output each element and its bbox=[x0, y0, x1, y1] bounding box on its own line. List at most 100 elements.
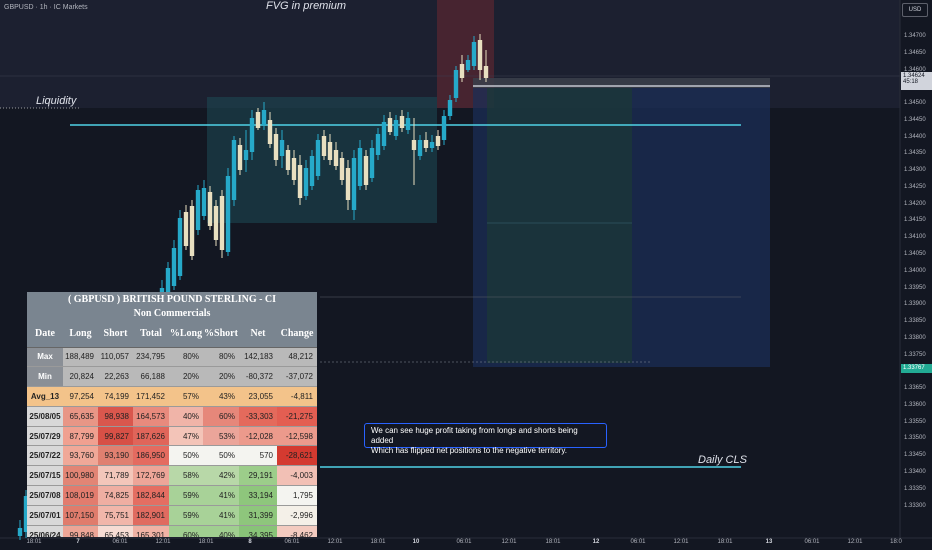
cot-date-cell: Min bbox=[27, 366, 63, 388]
cot-value-cell: 182,844 bbox=[133, 485, 169, 506]
candle-body bbox=[477, 40, 483, 70]
candle-body bbox=[447, 100, 453, 116]
cot-value-cell: 93,760 bbox=[63, 445, 98, 467]
price-axis-label: 1.34600 bbox=[904, 66, 926, 73]
cot-value-cell: 50% bbox=[203, 445, 239, 467]
symbol-title[interactable]: GBPUSD · 1h · IC Markets bbox=[4, 4, 88, 11]
cot-value-cell: 60% bbox=[203, 406, 239, 427]
candle-body bbox=[453, 70, 459, 98]
time-axis-label: 18:01 bbox=[717, 539, 733, 545]
candle-body bbox=[219, 196, 225, 250]
candle-body bbox=[423, 140, 429, 148]
price-axis-label: 1.34450 bbox=[904, 116, 926, 123]
annotation-line-2: Which has flipped net positions to the n… bbox=[371, 446, 567, 455]
cot-row: Min 20,824 22,263 66,188 20% 20% -80,372 -37,07… bbox=[27, 366, 317, 388]
cot-value-cell: 48,212 bbox=[277, 347, 317, 368]
target-zone-green bbox=[487, 88, 632, 363]
candle-body bbox=[279, 140, 285, 156]
candle-body bbox=[471, 42, 477, 66]
cot-value-cell: -4,003 bbox=[277, 465, 317, 487]
cot-value-cell: 71,789 bbox=[98, 465, 133, 487]
candle-body bbox=[213, 206, 219, 240]
time-axis-label: 8 bbox=[248, 539, 252, 545]
candle-body bbox=[345, 168, 351, 200]
candle-body bbox=[393, 120, 399, 136]
candle-body bbox=[183, 212, 189, 246]
candle-body bbox=[363, 156, 369, 185]
time-axis-label: 12:01 bbox=[847, 539, 863, 545]
cot-row: Avg_13 97,254 74,199 171,452 57% 43% 23,055 -4,… bbox=[27, 386, 317, 407]
price-axis-label: 1.34500 bbox=[904, 100, 926, 107]
candle-body bbox=[327, 142, 333, 160]
cot-value-cell: 1,795 bbox=[277, 485, 317, 506]
cot-value-cell: 570 bbox=[239, 445, 277, 467]
daily-cls-label: Daily CLS bbox=[698, 454, 747, 466]
candle-body bbox=[381, 122, 387, 146]
cot-date-cell: 25/07/29 bbox=[27, 426, 63, 447]
cot-value-cell: 99,827 bbox=[98, 426, 133, 447]
cot-value-cell: 20% bbox=[203, 366, 239, 388]
time-axis-label: 18:0 bbox=[890, 539, 902, 545]
cot-date-cell: Avg_13 bbox=[27, 386, 63, 407]
candle-body bbox=[237, 145, 243, 170]
cot-value-cell: 57% bbox=[169, 386, 203, 407]
cot-date-cell: 25/07/15 bbox=[27, 465, 63, 487]
price-axis-label: 1.33750 bbox=[904, 351, 926, 358]
cot-value-cell: 172,769 bbox=[133, 465, 169, 487]
cot-header-cell: Long bbox=[63, 321, 98, 348]
price-axis-label: 1.33450 bbox=[904, 452, 926, 459]
candle-body bbox=[417, 140, 423, 156]
cot-table: Date Long Short Total %Long %Short Net Change Ma… bbox=[27, 321, 317, 537]
candle-body bbox=[405, 118, 411, 130]
cot-date-cell: 25/06/24 bbox=[27, 525, 63, 537]
candle-body bbox=[243, 150, 249, 160]
cot-value-cell: 20% bbox=[169, 366, 203, 388]
cot-header-cell: Short bbox=[98, 321, 133, 348]
cot-value-cell: 59% bbox=[169, 505, 203, 526]
cot-value-cell: 74,825 bbox=[98, 485, 133, 506]
candle-body bbox=[23, 496, 29, 532]
candle-body bbox=[459, 64, 465, 78]
cot-header-cell: %Long bbox=[169, 321, 203, 348]
cot-value-cell: 33,194 bbox=[239, 485, 277, 506]
price-axis-label: 1.33800 bbox=[904, 334, 926, 341]
candle-body bbox=[165, 268, 171, 296]
candle-body bbox=[177, 218, 183, 276]
annotation-callout[interactable]: We can see huge profit taking from longs… bbox=[364, 423, 607, 455]
cot-row: 25/07/01 107,150 75,751 182,901 59% 41% 31,399… bbox=[27, 505, 317, 526]
cot-value-cell: -8,462 bbox=[277, 525, 317, 537]
candle-body bbox=[291, 158, 297, 180]
price-axis-label: 1.34200 bbox=[904, 200, 926, 207]
cot-value-cell: 74,199 bbox=[98, 386, 133, 407]
cot-value-cell: 23,055 bbox=[239, 386, 277, 407]
cot-value-cell: 60% bbox=[169, 525, 203, 537]
cot-value-cell: 182,901 bbox=[133, 505, 169, 526]
price-axis-label: 1.34100 bbox=[904, 234, 926, 241]
candle-body bbox=[267, 120, 273, 144]
cot-value-cell: 171,452 bbox=[133, 386, 169, 407]
candle-body bbox=[231, 140, 237, 200]
cot-value-cell: 80% bbox=[203, 347, 239, 368]
candles-group bbox=[17, 34, 489, 540]
price-axis-label: 1.34150 bbox=[904, 217, 926, 224]
time-axis-label: 12:01 bbox=[327, 539, 343, 545]
cot-value-cell: 58% bbox=[169, 465, 203, 487]
candle-body bbox=[399, 116, 405, 128]
currency-button[interactable]: USD bbox=[902, 3, 928, 17]
cot-value-cell: 41% bbox=[203, 505, 239, 526]
cot-value-cell: 43% bbox=[203, 386, 239, 407]
time-axis-label: 12:01 bbox=[155, 539, 171, 545]
candle-body bbox=[195, 190, 201, 230]
candle-body bbox=[201, 188, 207, 216]
cot-value-cell: 110,057 bbox=[98, 347, 133, 368]
candle-body bbox=[483, 66, 489, 78]
price-axis-label: 1.33500 bbox=[904, 435, 926, 442]
price-axis-label: 1.33600 bbox=[904, 401, 926, 408]
cot-value-cell: 40% bbox=[169, 406, 203, 427]
time-axis-label: 06:01 bbox=[630, 539, 646, 545]
time-axis-label: 06:01 bbox=[456, 539, 472, 545]
candle-body bbox=[297, 165, 303, 198]
price-axis-label: 1.33900 bbox=[904, 301, 926, 308]
time-axis-label: 12 bbox=[592, 539, 600, 545]
